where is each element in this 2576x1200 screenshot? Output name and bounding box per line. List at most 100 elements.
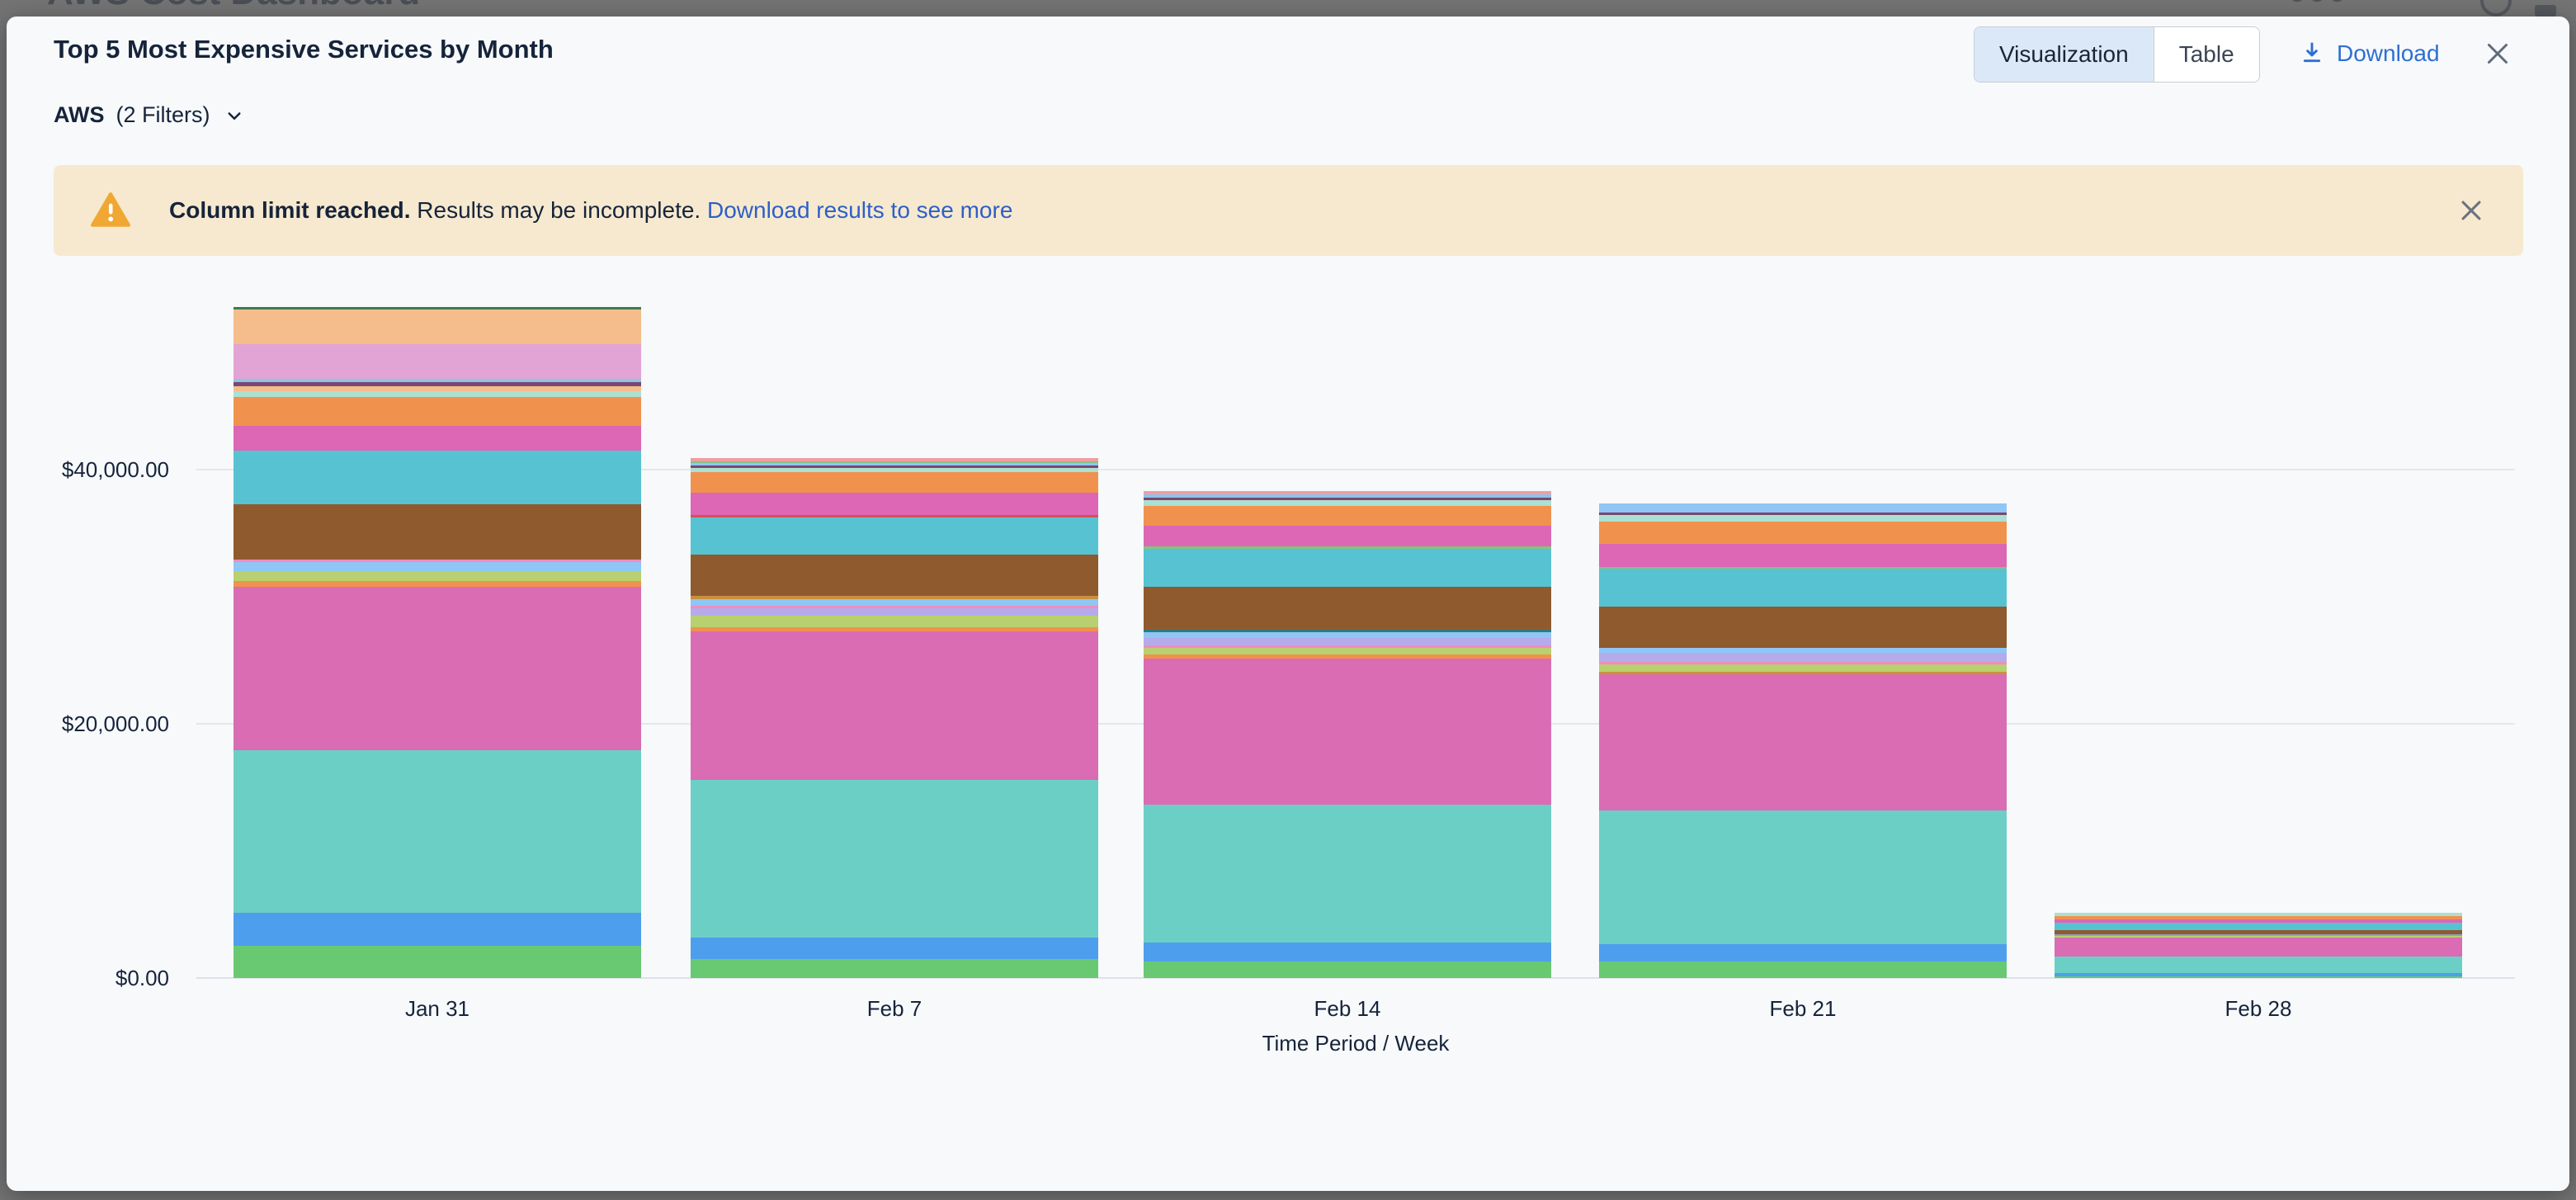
bar-segment[interactable] xyxy=(1599,543,2007,567)
bar-segment[interactable] xyxy=(234,386,641,392)
bar-segment[interactable] xyxy=(2055,937,2462,957)
bar-segment[interactable] xyxy=(691,493,1098,516)
bar-segment[interactable] xyxy=(1144,631,1551,638)
bar-segment[interactable] xyxy=(1599,664,2007,672)
bar-segment[interactable] xyxy=(1599,661,2007,665)
bar-feb-21[interactable] xyxy=(1599,503,2007,978)
bar-segment[interactable] xyxy=(234,504,641,560)
bar-segment[interactable] xyxy=(691,958,1098,978)
filter-dropdown[interactable]: AWS (2 Filters) xyxy=(54,102,247,128)
bar-segment[interactable] xyxy=(1144,491,1551,495)
bar-segment[interactable] xyxy=(1599,671,2007,675)
bar-segment[interactable] xyxy=(1599,503,2007,513)
bar-segment[interactable] xyxy=(1144,494,1551,498)
bar-feb-14[interactable] xyxy=(1144,491,1551,978)
bar-segment[interactable] xyxy=(691,515,1098,518)
bar-segment[interactable] xyxy=(234,562,641,572)
bar-segment[interactable] xyxy=(1144,549,1551,588)
bar-segment[interactable] xyxy=(1599,647,2007,653)
bar-segment[interactable] xyxy=(691,463,1098,466)
bar-segment[interactable] xyxy=(1144,658,1551,805)
bar-segment[interactable] xyxy=(1144,645,1551,648)
bar-segment[interactable] xyxy=(2055,972,2462,976)
bar-segment[interactable] xyxy=(2055,915,2462,919)
bar-segment[interactable] xyxy=(691,461,1098,464)
bar-segment[interactable] xyxy=(1144,654,1551,659)
bar-segment[interactable] xyxy=(1599,566,2007,569)
bar-segment[interactable] xyxy=(1144,961,1551,978)
download-button[interactable]: Download xyxy=(2294,26,2445,81)
bar-segment[interactable] xyxy=(2055,956,2462,973)
bar-segment[interactable] xyxy=(234,344,641,380)
bar-segment[interactable] xyxy=(1144,546,1551,550)
bar-segment[interactable] xyxy=(1599,569,2007,607)
bar-segment[interactable] xyxy=(1599,652,2007,662)
bar-segment[interactable] xyxy=(1599,521,2007,544)
bar-segment[interactable] xyxy=(2055,912,2462,916)
bar-segment[interactable] xyxy=(1599,513,2007,516)
bar-segment[interactable] xyxy=(234,587,641,750)
bar-segment[interactable] xyxy=(2055,935,2462,938)
x-axis-label: Feb 21 xyxy=(1769,996,1837,1021)
bar-segment[interactable] xyxy=(691,627,1098,632)
bar-segment[interactable] xyxy=(691,937,1098,959)
bar-segment[interactable] xyxy=(691,468,1098,473)
bar-segment[interactable] xyxy=(1599,606,2007,648)
bar-segment[interactable] xyxy=(691,596,1098,600)
bar-feb-28[interactable] xyxy=(2055,912,2462,978)
tab-table[interactable]: Table xyxy=(2153,27,2259,82)
bar-segment[interactable] xyxy=(234,391,641,398)
bar-segment[interactable] xyxy=(2055,922,2462,930)
bar-segment[interactable] xyxy=(1144,506,1551,527)
bar-segment[interactable] xyxy=(234,560,641,563)
bar-segment[interactable] xyxy=(2055,976,2462,978)
bar-segment[interactable] xyxy=(2055,933,2462,936)
bar-segment[interactable] xyxy=(691,458,1098,462)
bar-feb-7[interactable] xyxy=(691,458,1098,978)
bar-segment[interactable] xyxy=(234,426,641,451)
bar-segment[interactable] xyxy=(1144,629,1551,632)
bar-segment[interactable] xyxy=(1144,587,1551,630)
bar-segment[interactable] xyxy=(234,912,641,946)
bar-segment[interactable] xyxy=(234,749,641,913)
bar-segment[interactable] xyxy=(1599,961,2007,978)
bar-segment[interactable] xyxy=(691,608,1098,617)
bar-segment[interactable] xyxy=(1599,674,2007,810)
bar-segment[interactable] xyxy=(1144,526,1551,547)
bar-segment[interactable] xyxy=(1599,810,2007,945)
bar-segment[interactable] xyxy=(2055,919,2462,923)
bar-segment[interactable] xyxy=(234,945,641,978)
bar-segment[interactable] xyxy=(1144,647,1551,654)
bar-segment[interactable] xyxy=(1144,498,1551,501)
bar-segment[interactable] xyxy=(234,382,641,387)
bar-segment[interactable] xyxy=(234,581,641,588)
bar-segment[interactable] xyxy=(691,631,1098,780)
bar-segment[interactable] xyxy=(234,571,641,582)
bar-segment[interactable] xyxy=(1599,944,2007,962)
bar-segment[interactable] xyxy=(1144,637,1551,645)
bar-segment[interactable] xyxy=(1144,804,1551,943)
bar-segment[interactable] xyxy=(1144,942,1551,961)
bar-segment[interactable] xyxy=(1144,500,1551,507)
bar-segment[interactable] xyxy=(691,465,1098,469)
banner-dismiss-button[interactable] xyxy=(2452,191,2490,229)
bar-segment[interactable] xyxy=(234,307,641,310)
bar-segment[interactable] xyxy=(691,616,1098,628)
banner-download-link[interactable]: Download results to see more xyxy=(707,197,1013,223)
bar-segment[interactable] xyxy=(234,379,641,383)
bar-segment[interactable] xyxy=(234,397,641,427)
modal-close-button[interactable] xyxy=(2479,35,2517,73)
bar-jan-31[interactable] xyxy=(234,307,641,978)
bar-segment[interactable] xyxy=(234,451,641,505)
gridline xyxy=(196,977,2515,979)
bar-segment[interactable] xyxy=(691,606,1098,609)
tab-visualization[interactable]: Visualization xyxy=(1974,27,2154,82)
bar-segment[interactable] xyxy=(234,309,641,345)
bar-segment[interactable] xyxy=(691,517,1098,555)
bar-segment[interactable] xyxy=(691,555,1098,597)
bar-segment[interactable] xyxy=(691,599,1098,607)
bar-segment[interactable] xyxy=(1599,515,2007,522)
bar-segment[interactable] xyxy=(691,472,1098,494)
bar-segment[interactable] xyxy=(2055,929,2462,934)
bar-segment[interactable] xyxy=(691,779,1098,938)
